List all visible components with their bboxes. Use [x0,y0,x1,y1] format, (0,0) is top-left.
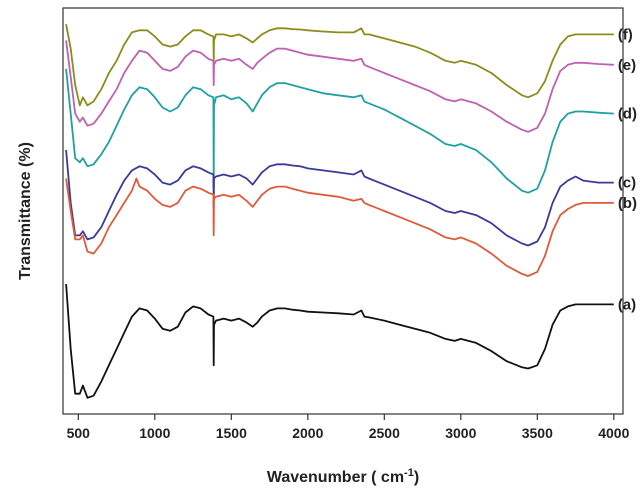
x-tick-label: 2000 [292,425,323,441]
x-axis-title-close: ) [414,469,419,486]
x-tick-label: 3500 [522,425,553,441]
series-label-3: (c) [618,175,636,192]
plot-frame [62,7,624,415]
x-tick-label: 1500 [216,425,247,441]
x-tick-label: 2500 [369,425,400,441]
series-label-4: (b) [618,195,637,212]
x-tick-label: 3000 [445,425,476,441]
series-line-2 [65,68,614,194]
y-axis-title: Transmittance (%) [17,142,34,280]
x-axis-title-main: Wavenumber ( cm [267,469,404,486]
x-axis-ticks: 500 1000 1500 2000 2500 3000 3500 4000 [67,414,630,441]
series-line-3 [65,150,614,247]
series-label-1: (e) [618,57,636,74]
series-label-5: (a) [618,296,636,313]
series-line-1 [65,40,614,133]
series-label-2: (d) [618,106,637,123]
series-line-5 [65,284,614,399]
x-axis-title-sup: -1 [404,467,414,479]
series-labels: (f) (e) (d) (c) (b) (a) [618,26,637,313]
x-tick-label: 4000 [598,425,629,441]
series-line-0 [65,24,614,107]
series-layer [65,24,614,399]
x-tick-label: 1000 [139,425,170,441]
series-line-4 [65,177,614,277]
series-label-0: (f) [618,26,633,43]
x-axis-title: Wavenumber ( cm-1) [267,467,419,486]
x-tick-label: 500 [67,425,91,441]
